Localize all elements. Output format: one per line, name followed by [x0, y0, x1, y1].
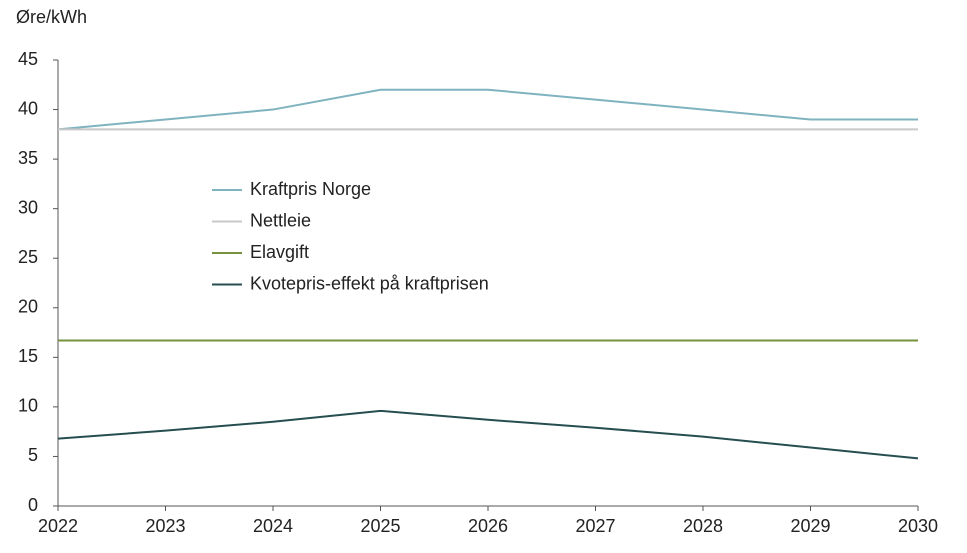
x-tick-label: 2028 — [683, 516, 723, 536]
x-tick-label: 2027 — [575, 516, 615, 536]
x-tick-label: 2023 — [145, 516, 185, 536]
y-tick-label: 0 — [28, 495, 38, 515]
y-tick-label: 40 — [18, 98, 38, 118]
x-tick-label: 2025 — [360, 516, 400, 536]
legend-label: Elavgift — [250, 242, 309, 262]
legend-label: Kvotepris-effekt på kraftprisen — [250, 273, 489, 293]
legend-label: Nettleie — [250, 210, 311, 230]
y-tick-label: 45 — [18, 49, 38, 69]
x-tick-label: 2029 — [790, 516, 830, 536]
x-tick-label: 2030 — [898, 516, 938, 536]
legend-label: Kraftpris Norge — [250, 179, 371, 199]
x-tick-label: 2026 — [468, 516, 508, 536]
x-tick-label: 2024 — [253, 516, 293, 536]
series-line — [57, 88, 918, 131]
y-tick-label: 20 — [18, 297, 38, 317]
x-tick-label: 2022 — [38, 516, 78, 536]
y-tick-label: 30 — [18, 197, 38, 217]
series-line — [57, 409, 919, 460]
y-tick-label: 5 — [28, 445, 38, 465]
y-tick-label: 25 — [18, 247, 38, 267]
y-tick-label: 35 — [18, 148, 38, 168]
y-axis-label: Øre/kWh — [16, 7, 87, 27]
y-tick-label: 15 — [18, 346, 38, 366]
y-tick-label: 10 — [18, 396, 38, 416]
